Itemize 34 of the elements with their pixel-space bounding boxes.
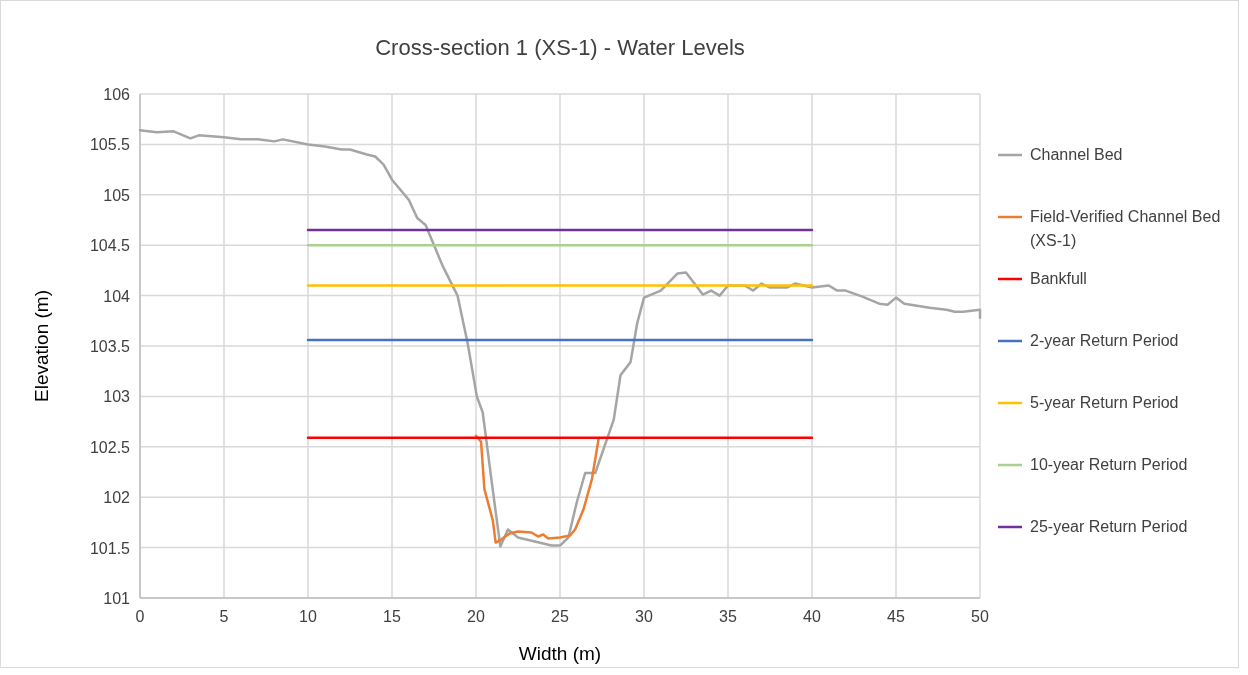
legend-label: 2-year Return Period <box>1030 332 1179 349</box>
y-tick-label: 102 <box>103 489 131 507</box>
y-tick-label: 105 <box>103 186 131 204</box>
x-tick-label: 0 <box>135 608 145 625</box>
y-tick-label: 103.5 <box>89 338 131 355</box>
legend-label: 10-year Return Period <box>1030 456 1188 473</box>
legend-label: 25-year Return Period <box>1030 518 1188 535</box>
x-axis-title: Width (m) <box>518 643 602 664</box>
y-tick-label: 106 <box>103 86 131 103</box>
x-tick-label: 20 <box>467 608 485 625</box>
y-tick-label: 104.5 <box>89 237 131 255</box>
line-series <box>138 129 982 548</box>
x-tick-label: 35 <box>719 608 737 625</box>
y-tick-label: 103 <box>103 388 131 406</box>
y-tick-label: 101.5 <box>89 539 131 557</box>
x-tick-label: 25 <box>551 608 569 625</box>
x-tick-label: 30 <box>635 608 653 625</box>
legend-label: Field-Verified Channel Bed (XS-1) <box>1030 208 1221 249</box>
x-tick-label: 10 <box>299 608 317 625</box>
x-tick-label: 45 <box>887 608 905 625</box>
y-tick-label: 105.5 <box>89 136 131 154</box>
x-tick-label: 5 <box>219 608 229 625</box>
x-tick-label: 50 <box>971 608 989 625</box>
legend-label: Channel Bed <box>1030 146 1123 163</box>
legend-label: Bankfull <box>1030 270 1087 287</box>
x-tick-label: 15 <box>383 608 401 625</box>
x-tick-label: 40 <box>803 608 821 625</box>
chart-title: Cross-section 1 (XS-1) - Water Levels <box>375 35 745 60</box>
y-axis-title: Elevation (m) <box>31 290 52 402</box>
legend-label: 5-year Return Period <box>1030 394 1179 411</box>
y-tick-label: 102.5 <box>89 438 131 456</box>
y-tick-label: 104 <box>103 287 131 305</box>
y-tick-label: 101 <box>103 590 131 607</box>
line-series <box>474 434 600 544</box>
